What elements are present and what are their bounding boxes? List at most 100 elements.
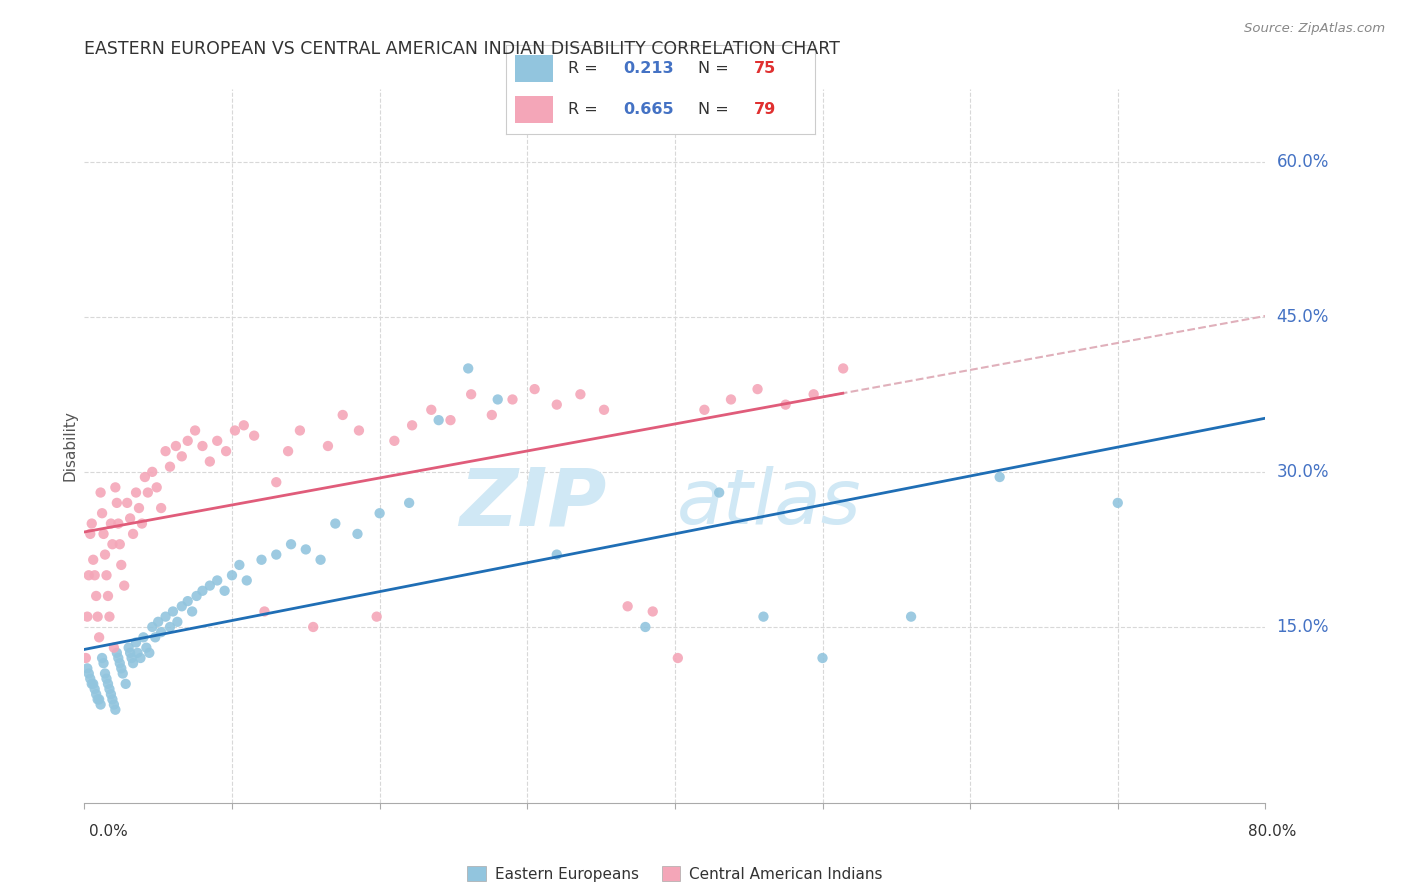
Point	[224, 424, 246, 438]
Point	[111, 666, 134, 681]
Point	[288, 424, 311, 438]
Point	[125, 635, 148, 649]
Point	[108, 537, 131, 551]
Point	[253, 605, 276, 619]
Text: N =: N =	[697, 103, 734, 117]
Point	[122, 656, 145, 670]
Point	[693, 402, 716, 417]
Point	[77, 666, 100, 681]
Point	[131, 516, 153, 531]
Point	[593, 402, 616, 417]
Point	[366, 609, 388, 624]
Point	[181, 605, 204, 619]
Point	[159, 459, 181, 474]
Point	[75, 651, 97, 665]
Point	[302, 620, 325, 634]
Point	[264, 475, 288, 490]
Point	[110, 558, 132, 572]
Point	[775, 398, 797, 412]
Point	[110, 661, 132, 675]
Point	[546, 398, 568, 412]
Point	[398, 496, 420, 510]
Point	[709, 485, 731, 500]
Point	[427, 413, 450, 427]
Text: 15.0%: 15.0%	[1277, 618, 1329, 636]
Text: 0.0%: 0.0%	[89, 824, 128, 838]
Point	[90, 698, 112, 712]
Point	[401, 418, 423, 433]
Text: 80.0%: 80.0%	[1249, 824, 1296, 838]
Point	[98, 681, 121, 696]
Text: R =: R =	[568, 62, 603, 76]
Point	[165, 439, 187, 453]
Point	[91, 506, 114, 520]
Point	[86, 609, 108, 624]
Point	[82, 553, 104, 567]
Legend: Eastern Europeans, Central American Indians: Eastern Europeans, Central American Indi…	[461, 860, 889, 888]
Point	[90, 485, 112, 500]
Point	[76, 661, 98, 675]
Point	[186, 589, 208, 603]
Point	[460, 387, 482, 401]
Point	[76, 609, 98, 624]
Point	[107, 516, 129, 531]
Point	[747, 382, 769, 396]
Point	[127, 646, 149, 660]
Point	[143, 630, 166, 644]
Point	[205, 434, 228, 448]
Point	[83, 568, 105, 582]
Point	[803, 387, 825, 401]
Point	[82, 677, 104, 691]
Point	[80, 677, 103, 691]
Point	[98, 609, 121, 624]
Y-axis label: Disability: Disability	[62, 410, 77, 482]
Point	[720, 392, 742, 407]
Text: Source: ZipAtlas.com: Source: ZipAtlas.com	[1244, 22, 1385, 36]
Point	[546, 548, 568, 562]
Point	[103, 698, 125, 712]
Point	[191, 439, 214, 453]
Point	[84, 687, 107, 701]
Point	[264, 548, 288, 562]
Point	[148, 615, 170, 629]
Point	[155, 609, 177, 624]
Text: 30.0%: 30.0%	[1277, 463, 1329, 481]
Point	[94, 548, 117, 562]
Point	[641, 605, 664, 619]
Point	[118, 640, 141, 655]
Point	[170, 599, 193, 614]
Point	[136, 485, 159, 500]
Point	[112, 579, 135, 593]
Text: 0.213: 0.213	[624, 62, 675, 76]
Point	[832, 361, 855, 376]
Point	[309, 553, 332, 567]
Point	[141, 620, 163, 634]
Point	[232, 418, 254, 433]
Point	[104, 480, 127, 494]
Text: ZIP: ZIP	[460, 464, 607, 542]
Point	[96, 568, 118, 582]
Point	[523, 382, 546, 396]
Point	[235, 574, 259, 588]
Point	[243, 428, 266, 442]
Point	[752, 609, 775, 624]
Point	[332, 408, 354, 422]
Point	[93, 656, 115, 670]
Point	[900, 609, 922, 624]
Point	[105, 646, 128, 660]
Point	[666, 651, 689, 665]
Point	[145, 480, 167, 494]
Point	[166, 615, 188, 629]
Point	[486, 392, 509, 407]
Point	[191, 583, 214, 598]
Point	[108, 656, 131, 670]
Point	[80, 516, 103, 531]
Point	[101, 537, 124, 551]
Point	[346, 527, 368, 541]
Point	[93, 527, 115, 541]
Point	[228, 558, 250, 572]
Point	[77, 568, 100, 582]
Point	[129, 651, 152, 665]
Point	[104, 703, 127, 717]
Point	[122, 527, 145, 541]
